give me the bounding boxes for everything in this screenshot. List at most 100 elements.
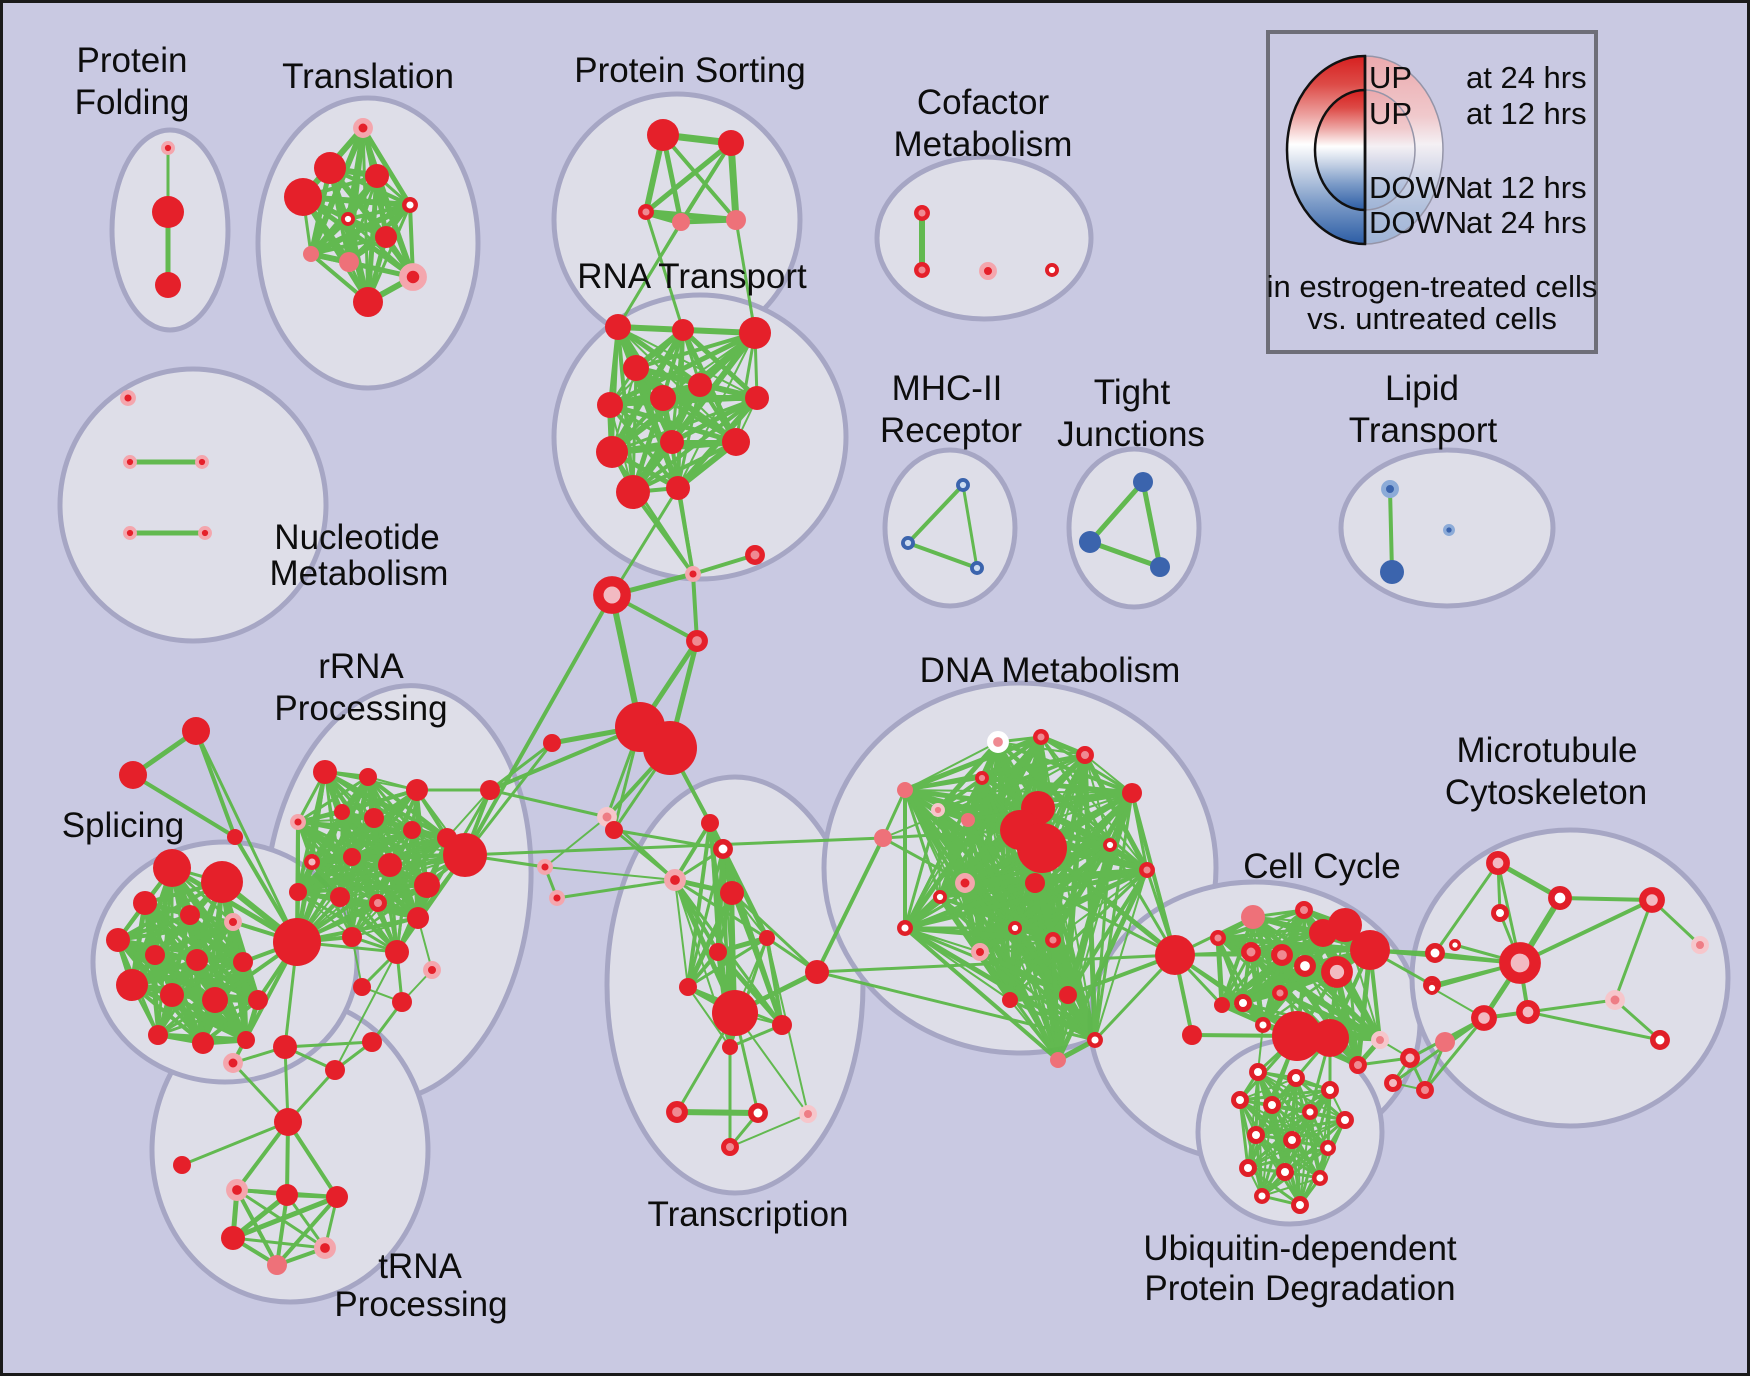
network-node xyxy=(1349,1056,1367,1074)
network-edge xyxy=(334,951,398,1071)
network-edge xyxy=(1423,1016,1486,1092)
network-edge xyxy=(1108,843,1177,957)
cluster-label-cell-cycle: Cell Cycle xyxy=(1243,847,1401,886)
network-node xyxy=(701,814,719,832)
network-node xyxy=(1017,823,1067,873)
network-node xyxy=(1312,1170,1328,1186)
network-node xyxy=(273,1035,297,1059)
network-node xyxy=(712,990,758,1036)
network-node xyxy=(362,1032,382,1052)
network-node xyxy=(224,913,242,931)
network-edge xyxy=(488,725,642,792)
network-node xyxy=(359,768,377,786)
network-node xyxy=(1449,939,1461,951)
network-edge xyxy=(131,773,237,839)
legend-time-label: at 12 hrs xyxy=(1466,170,1587,205)
cluster-label-translation: Translation xyxy=(282,57,454,96)
network-edge xyxy=(180,1120,290,1167)
network-edge xyxy=(729,1113,809,1148)
network-node xyxy=(1133,472,1153,492)
cluster-label-rrna-processing: Processing xyxy=(274,689,447,728)
network-edge xyxy=(1008,938,1055,1002)
network-node xyxy=(325,1060,345,1080)
network-node xyxy=(1350,930,1390,970)
network-edge xyxy=(1271,1089,1331,1106)
network-node xyxy=(160,983,184,1007)
network-node xyxy=(1381,480,1399,498)
network-edge xyxy=(1433,861,1500,955)
network-node xyxy=(202,987,228,1013)
network-node xyxy=(403,821,421,839)
network-node xyxy=(1139,862,1155,878)
network-node xyxy=(688,373,712,397)
network-node xyxy=(961,813,975,827)
network-node xyxy=(1416,1081,1434,1099)
network-node xyxy=(597,392,623,418)
network-node xyxy=(979,262,997,280)
legend-time-label: at 12 hrs xyxy=(1466,96,1587,131)
network-edge xyxy=(1277,990,1383,1043)
network-node xyxy=(402,197,418,213)
network-node xyxy=(1650,1030,1670,1050)
network-node xyxy=(303,246,319,262)
network-node xyxy=(161,141,175,155)
network-node xyxy=(713,839,733,859)
network-node xyxy=(375,226,397,248)
network-edge xyxy=(904,819,969,929)
network-node xyxy=(1380,560,1404,584)
network-edge xyxy=(634,331,757,370)
network-edge xyxy=(685,890,735,990)
network-edge xyxy=(903,776,984,792)
network-edge xyxy=(1220,908,1306,1007)
network-edge xyxy=(1250,909,1305,953)
network-node xyxy=(543,734,561,752)
network-edge xyxy=(230,1194,340,1241)
network-edge xyxy=(617,142,732,328)
network-edge xyxy=(903,881,1037,930)
network-node xyxy=(914,205,930,221)
network-edge xyxy=(687,986,731,1048)
network-edge xyxy=(730,891,819,974)
network-node xyxy=(1425,981,1439,995)
network-edge xyxy=(156,998,260,1037)
network-node xyxy=(192,1032,214,1054)
cluster-label-ubiquitin-degradation: Ubiquitin-dependent xyxy=(1143,1229,1457,1268)
network-edge xyxy=(612,828,725,851)
network-edge xyxy=(631,440,738,494)
network-edge xyxy=(617,326,758,399)
cluster-label-tight-junctions: Tight xyxy=(1094,373,1171,412)
cluster-label-trna-processing: tRNA xyxy=(378,1247,462,1286)
network-edge xyxy=(116,913,192,942)
network-edge xyxy=(980,735,1043,780)
network-node xyxy=(289,883,307,901)
network-edge xyxy=(544,816,608,868)
network-node xyxy=(1025,873,1045,893)
network-edge xyxy=(1009,999,1059,1061)
network-node xyxy=(1309,919,1337,947)
network-node xyxy=(1241,942,1261,962)
network-node xyxy=(616,475,650,509)
network-edge xyxy=(815,970,1097,1042)
network-node xyxy=(799,1105,817,1123)
network-edge xyxy=(881,836,967,885)
legend-footer-line: vs. untreated cells xyxy=(1307,301,1557,336)
network-node xyxy=(1103,838,1117,852)
network-edge xyxy=(488,788,609,819)
network-edge xyxy=(1261,1177,1321,1197)
network-node xyxy=(748,1103,768,1123)
network-node xyxy=(290,814,306,830)
network-node xyxy=(970,561,984,575)
network-node xyxy=(198,526,212,540)
network-edge xyxy=(1255,1111,1311,1136)
network-node xyxy=(623,355,649,381)
network-edge xyxy=(296,775,370,824)
cluster-bubble-nucleotide-metabolism xyxy=(57,366,329,644)
network-node xyxy=(987,731,1009,753)
network-edge xyxy=(275,1193,289,1267)
network-node xyxy=(1087,1032,1103,1048)
network-node xyxy=(443,833,487,877)
network-node xyxy=(1214,997,1230,1013)
network-node xyxy=(341,212,355,226)
network-edge xyxy=(360,125,413,208)
network-edge xyxy=(544,866,676,881)
